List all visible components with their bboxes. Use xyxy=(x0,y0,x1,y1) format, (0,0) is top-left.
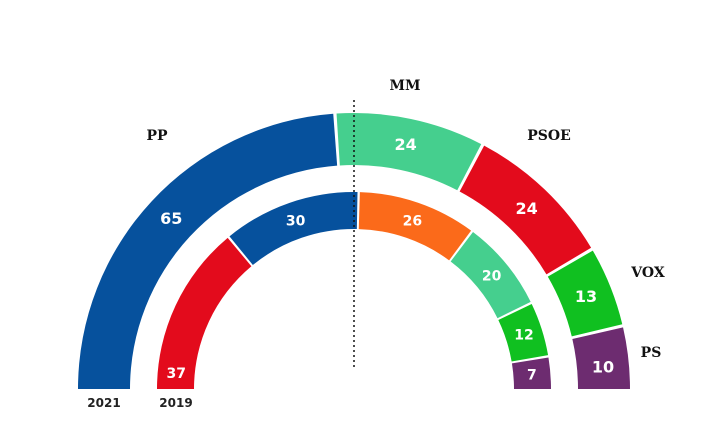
inner-segment-pp xyxy=(229,191,358,266)
year-label-2021: 2021 xyxy=(87,396,120,410)
inner-value-label-pp: 30 xyxy=(286,213,306,229)
inner-segment-psoe xyxy=(157,237,252,389)
outer-ring-2021: 65 24 24 13 10 xyxy=(78,113,630,389)
party-label-vox: VOX xyxy=(630,265,665,281)
inner-value-label-cs: 26 xyxy=(403,213,422,229)
outer-value-label-psoe: 24 xyxy=(516,199,538,218)
year-label-2019: 2019 xyxy=(159,396,192,410)
inner-segment-mm xyxy=(450,232,531,319)
inner-ring-2019: 37 30 26 20 12 7 xyxy=(157,191,551,389)
outer-value-label-ps: 10 xyxy=(592,357,614,376)
outer-segment-pp xyxy=(78,113,338,389)
party-label-psoe: PSOE xyxy=(527,128,571,144)
outer-segment-psoe xyxy=(459,145,592,275)
party-label-mm: MM xyxy=(390,78,421,94)
inner-segment-vox xyxy=(498,303,549,362)
outer-value-label-pp: 65 xyxy=(160,209,182,228)
inner-segment-ps xyxy=(511,357,551,389)
inner-segment-cs xyxy=(358,192,472,261)
inner-value-label-vox: 12 xyxy=(514,328,533,344)
inner-value-label-psoe: 37 xyxy=(166,366,185,382)
party-label-ps: PS xyxy=(641,345,662,361)
outer-segment-ps xyxy=(572,327,630,389)
outer-segment-mm xyxy=(336,113,482,191)
outer-segment-vox xyxy=(547,250,623,337)
outer-value-label-mm: 24 xyxy=(394,135,416,154)
outer-value-label-vox: 13 xyxy=(575,287,597,306)
inner-value-label-mm: 20 xyxy=(482,268,502,284)
inner-value-label-ps: 7 xyxy=(527,368,537,384)
party-label-pp: PP xyxy=(146,128,168,144)
